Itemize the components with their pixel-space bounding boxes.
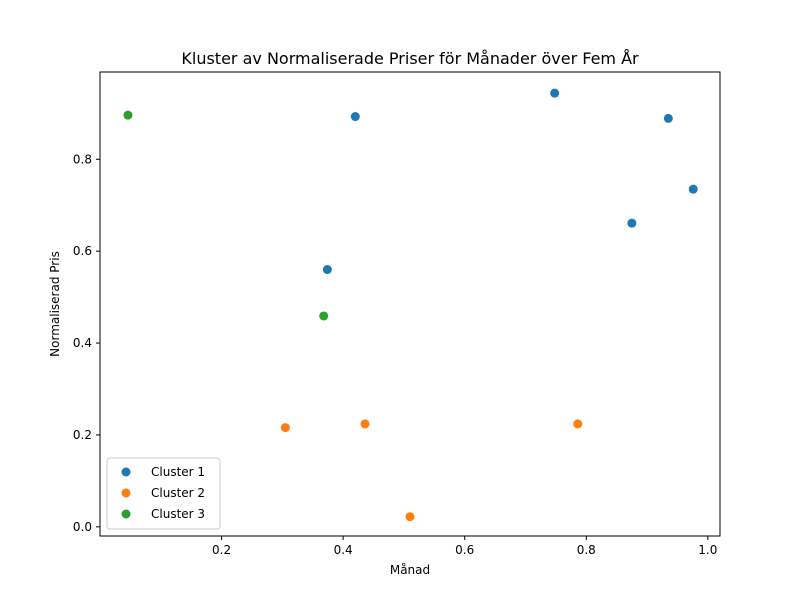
data-point <box>322 265 332 275</box>
data-point <box>688 184 698 194</box>
y-tick-label: 0.0 <box>73 520 92 534</box>
data-point <box>627 218 637 228</box>
data-point <box>360 419 370 429</box>
legend-entry: Cluster 2 <box>151 486 205 500</box>
x-tick-label: 0.6 <box>455 543 474 557</box>
data-point <box>550 88 560 98</box>
data-point <box>123 110 133 120</box>
data-point <box>319 311 329 321</box>
plot-area <box>123 88 698 522</box>
data-point <box>405 512 415 522</box>
x-axis-label: Månad <box>390 563 430 577</box>
data-point <box>573 419 583 429</box>
x-tick-label: 0.4 <box>334 543 353 557</box>
chart-title: Kluster av Normaliserade Priser för Måna… <box>181 49 639 68</box>
y-tick-label: 0.2 <box>73 428 92 442</box>
x-tick-label: 0.2 <box>212 543 231 557</box>
y-tick-label: 0.4 <box>73 336 92 350</box>
legend-entry: Cluster 1 <box>151 465 205 479</box>
y-axis: 0.0 0.2 0.4 0.6 0.8 <box>73 152 100 534</box>
legend: Cluster 1 Cluster 2 Cluster 3 <box>106 457 221 530</box>
legend-entry: Cluster 3 <box>151 507 205 521</box>
legend-marker <box>121 509 131 519</box>
y-axis-label: Normaliserad Pris <box>48 251 62 357</box>
x-tick-label: 1.0 <box>698 543 717 557</box>
x-axis: 0.2 0.4 0.6 0.8 1.0 <box>212 536 717 557</box>
plot-frame <box>99 71 721 537</box>
data-point <box>350 112 360 122</box>
y-tick-label: 0.6 <box>73 244 92 258</box>
y-tick-label: 0.8 <box>73 152 92 166</box>
data-point <box>280 423 290 433</box>
legend-marker <box>121 467 131 477</box>
legend-marker <box>121 488 131 498</box>
legend-box <box>106 457 221 530</box>
x-tick-label: 0.8 <box>577 543 596 557</box>
data-point <box>663 113 673 123</box>
